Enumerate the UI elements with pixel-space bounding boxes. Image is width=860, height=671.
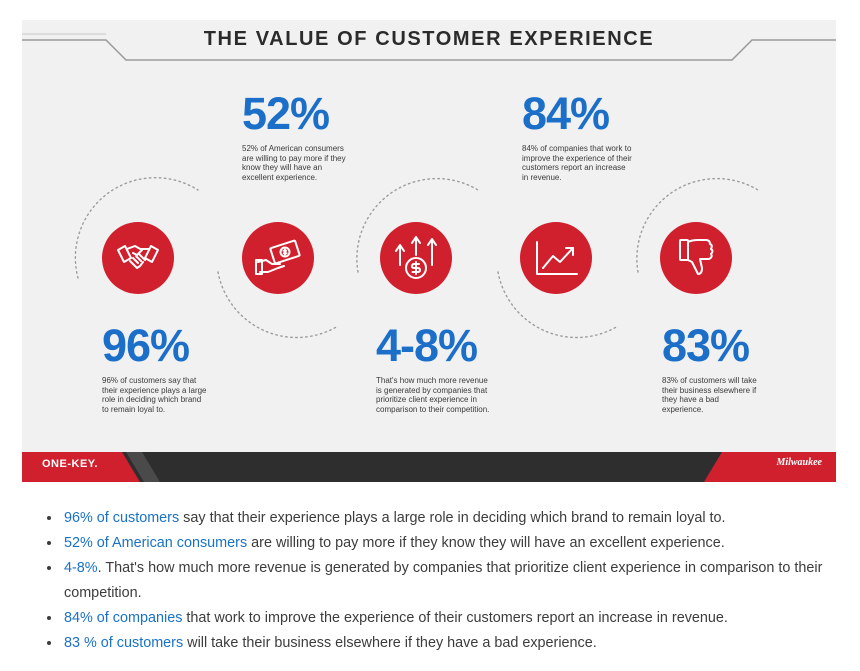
stat-description: That's how much more revenue is generate…: [376, 376, 490, 414]
title-banner: THE VALUE OF CUSTOMER EXPERIENCE: [22, 20, 836, 68]
title-banner-lines: [22, 33, 836, 61]
bullet-text: . That's how much more revenue is genera…: [64, 560, 823, 601]
footer-stripe: [22, 452, 836, 482]
list-item: 84% of companies that work to improve th…: [62, 606, 860, 631]
bullet-list: 96% of customers say that their experien…: [36, 506, 860, 656]
bullet-text: will take their business elsewhere if th…: [183, 635, 597, 651]
bullet-text: that work to improve the experience of t…: [182, 610, 728, 626]
bullet-link[interactable]: 84% of companies: [64, 610, 183, 626]
trend-chart-icon: [520, 222, 592, 294]
stat-description: 52% of American consumers are willing to…: [242, 144, 346, 182]
bullet-text: are willing to pay more if they know the…: [247, 535, 725, 551]
stat-description: 84% of companies that work to improve th…: [522, 144, 632, 182]
stat-value: 4-8%: [376, 320, 478, 371]
stat-value: 84%: [522, 88, 610, 139]
handshake-icon: [102, 222, 174, 294]
stat-83: 83% 83% of customers will take their bus…: [662, 322, 762, 414]
bullet-link[interactable]: 83 % of customers: [64, 635, 184, 651]
thumbs-down-icon: [660, 222, 732, 294]
dotted-arcs: [74, 177, 759, 339]
money-bill-icon: [242, 222, 314, 294]
list-item: 4-8%. That's how much more revenue is ge…: [62, 556, 860, 606]
one-key-logo: ONE-KEY.: [42, 458, 98, 470]
stat-value: 83%: [662, 320, 750, 371]
dollar-growth-icon: [380, 222, 452, 294]
infographic-title: THE VALUE OF CUSTOMER EXPERIENCE: [203, 28, 655, 50]
list-item: 83 % of customers will take their busine…: [62, 631, 860, 656]
list-item: 52% of American consumers are willing to…: [62, 531, 860, 556]
stat-description: 83% of customers will take their busines…: [662, 376, 757, 414]
bullet-link[interactable]: 4-8%: [64, 560, 98, 576]
stat-value: 96%: [102, 320, 190, 371]
stat-value: 52%: [242, 88, 330, 139]
bullet-link[interactable]: 96% of customers: [64, 510, 180, 526]
stat-52: 52% 52% of American consumers are willin…: [242, 90, 352, 182]
stat-description: 96% of customers say that their experien…: [102, 376, 207, 414]
stat-4-8: 4-8% That's how much more revenue is gen…: [376, 322, 490, 414]
stat-84: 84% 84% of companies that work to improv…: [522, 90, 632, 182]
footer-stripe-shapes: [22, 452, 836, 482]
stat-96: 96% 96% of customers say that their expe…: [102, 322, 210, 414]
bullet-text: say that their experience plays a large …: [179, 510, 726, 526]
milwaukee-logo: Milwaukee: [776, 457, 822, 468]
bullet-link[interactable]: 52% of American consumers: [64, 535, 248, 551]
list-item: 96% of customers say that their experien…: [62, 506, 860, 531]
infographic: THE VALUE OF CUSTOMER EXPERIENCE 52% 52%…: [22, 20, 836, 482]
